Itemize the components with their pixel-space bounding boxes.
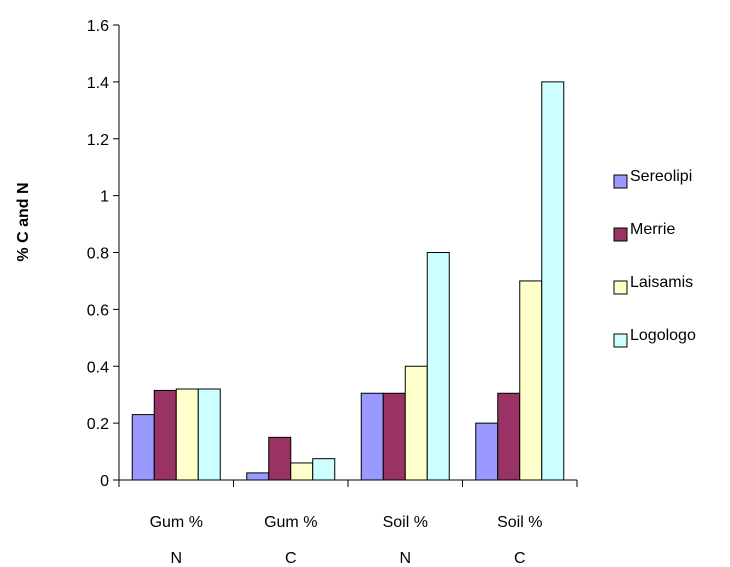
x-tick-label-line1: Gum % [150, 514, 203, 531]
bar-laisamis-3 [519, 280, 543, 481]
x-tick-label-line1: Soil % [383, 514, 428, 531]
y-tick-label: 1.6 [87, 18, 109, 35]
bar-sereolipi-3 [475, 422, 499, 481]
x-tick-labels: Gum % N Gum % C Soil % N Soil % C [150, 514, 543, 567]
bar-sereolipi-1 [246, 472, 270, 481]
bar-laisamis-1 [290, 462, 314, 481]
bars [131, 81, 565, 481]
y-tick-label: 0.8 [87, 246, 109, 263]
bar-merrie-2 [382, 392, 406, 481]
x-tick-label-line1: Gum % [264, 514, 317, 531]
y-tick-label: 0.4 [87, 359, 109, 376]
bar-sereolipi-2 [360, 392, 384, 481]
legend-swatch-logologo [613, 333, 628, 348]
y-tick-label: 1.2 [87, 132, 109, 149]
y-tick-label: 0.6 [87, 302, 109, 319]
y-tick-label: 1 [100, 189, 109, 206]
legend-swatch-laisamis [613, 280, 628, 295]
x-tick-label-line1: Soil % [497, 514, 542, 531]
y-tick-label: 1.4 [87, 75, 109, 92]
legend-label-merrie: Merrie [630, 221, 675, 238]
y-axis-label: % C and N [15, 182, 32, 261]
legend-swatch-sereolipi [613, 174, 628, 189]
x-tick-label-line2: N [399, 550, 411, 567]
bar-logologo-0 [197, 388, 221, 481]
y-tick-label: 0.2 [87, 416, 109, 433]
bar-logologo-1 [312, 458, 336, 481]
bar-merrie-0 [153, 389, 177, 481]
legend-label-laisamis: Laisamis [630, 274, 693, 291]
bar-logologo-3 [541, 81, 565, 481]
legend-label-logologo: Logologo [630, 327, 696, 344]
legend: Sereolipi Merrie Laisamis Logologo [613, 168, 696, 348]
axes: 0 0.2 0.4 0.6 0.8 1 1.2 1.4 1.6 [87, 18, 578, 490]
bar-merrie-1 [268, 436, 292, 481]
x-tick-label-line2: C [514, 550, 526, 567]
x-tick-label-line2: N [170, 550, 182, 567]
x-tick-label-line2: C [285, 550, 297, 567]
bar-laisamis-2 [404, 365, 428, 481]
bar-logologo-2 [426, 252, 450, 481]
y-tick-label: 0 [100, 473, 109, 490]
legend-label-sereolipi: Sereolipi [630, 168, 692, 185]
bar-merrie-3 [497, 392, 521, 481]
legend-swatch-merrie [613, 227, 628, 242]
bar-laisamis-0 [175, 388, 199, 481]
bar-sereolipi-0 [131, 414, 155, 481]
